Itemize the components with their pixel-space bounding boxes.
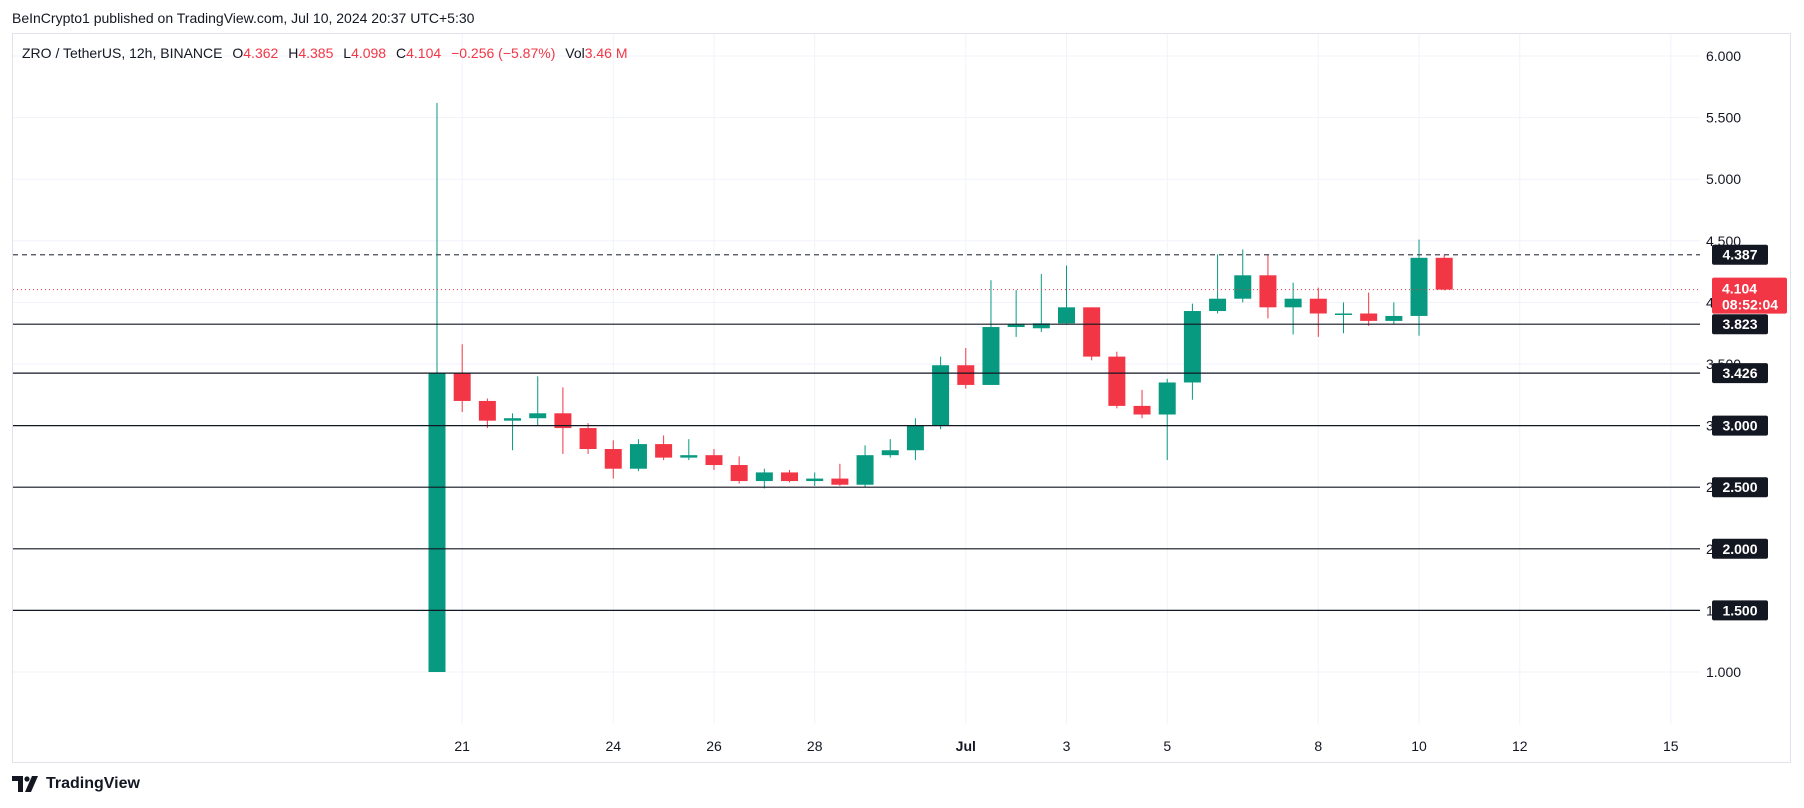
candle-body[interactable]	[1058, 307, 1075, 324]
candle-body[interactable]	[831, 478, 849, 485]
y-tick-label: 5.500	[1706, 110, 1741, 126]
candle-body[interactable]	[504, 418, 522, 421]
current-price-value: 4.104	[1722, 281, 1757, 297]
x-tick-label: 15	[1663, 738, 1679, 754]
ohlc-legend: ZRO / TetherUS, 12h, BINANCE O4.362 H4.3…	[22, 45, 628, 61]
x-tick-label: Jul	[956, 738, 976, 754]
bar-countdown: 08:52:04	[1722, 297, 1778, 313]
legend-symbol[interactable]: ZRO / TetherUS, 12h, BINANCE	[22, 45, 223, 61]
candle-body[interactable]	[453, 372, 471, 401]
candle-body[interactable]	[1334, 313, 1352, 315]
candle-body[interactable]	[730, 465, 748, 482]
x-tick-label: 21	[454, 738, 470, 754]
candle-body[interactable]	[629, 444, 647, 469]
candle-body[interactable]	[982, 327, 1000, 385]
candle-body[interactable]	[957, 365, 975, 385]
y-tick-label: 1.000	[1706, 664, 1741, 680]
candle-body[interactable]	[1032, 323, 1050, 329]
candle-body[interactable]	[579, 428, 597, 450]
y-tick-label: 5.000	[1706, 171, 1741, 187]
candle-body[interactable]	[705, 455, 723, 466]
candle-body[interactable]	[1108, 356, 1126, 406]
legend-low-label: L	[343, 45, 352, 61]
x-tick-label: 28	[807, 738, 823, 754]
legend-open-value: 4.362	[243, 45, 279, 61]
candle-body[interactable]	[680, 455, 698, 458]
candle-body[interactable]	[604, 449, 622, 469]
candle-body[interactable]	[1259, 275, 1277, 308]
candle-body[interactable]	[529, 413, 547, 419]
publisher-header: BeInCrypto1 published on TradingView.com…	[12, 10, 475, 26]
candle-body[interactable]	[554, 413, 572, 429]
candle-body[interactable]	[1158, 382, 1176, 415]
candle-body[interactable]	[1007, 324, 1025, 328]
candle-body[interactable]	[1309, 298, 1327, 314]
candle-body[interactable]	[806, 478, 824, 482]
level-price-pill	[1712, 363, 1768, 384]
candle-body[interactable]	[781, 472, 799, 482]
resistance-price-label: 4.387	[1722, 247, 1757, 263]
level-price-label: 3.426	[1722, 365, 1757, 381]
x-tick-label: 8	[1314, 738, 1322, 754]
x-tick-label: 12	[1512, 738, 1528, 754]
level-price-pill	[1712, 538, 1768, 559]
candle-body[interactable]	[478, 400, 496, 421]
resistance-price-pill	[1712, 244, 1768, 265]
level-price-pill	[1712, 415, 1768, 436]
legend-volume-value: 3.46 M	[584, 45, 628, 61]
candle-body[interactable]	[906, 425, 924, 451]
y-tick-label: 6.000	[1706, 48, 1741, 64]
candle-body[interactable]	[932, 365, 950, 426]
level-price-pill	[1712, 477, 1768, 498]
legend-low-value: 4.098	[351, 45, 387, 61]
level-price-label: 2.000	[1722, 541, 1757, 557]
candle-body[interactable]	[881, 450, 899, 456]
x-tick-label: 5	[1163, 738, 1171, 754]
candle-body[interactable]	[1083, 307, 1101, 357]
level-price-label: 3.823	[1722, 316, 1757, 332]
candle-body[interactable]	[1284, 298, 1302, 308]
candle-body[interactable]	[1183, 311, 1201, 383]
legend-high-value: 4.385	[298, 45, 334, 61]
legend-close-value: 4.104	[406, 45, 442, 61]
candle-body[interactable]	[1234, 275, 1252, 299]
x-tick-label: 3	[1063, 738, 1071, 754]
tradingview-brand-name: TradingView	[46, 775, 140, 792]
candle-body[interactable]	[1435, 257, 1453, 290]
legend-change-value: −0.256 (−5.87%)	[451, 45, 556, 61]
level-price-pill	[1712, 600, 1768, 621]
candle-body[interactable]	[1133, 405, 1151, 415]
x-tick-label: 24	[605, 738, 621, 754]
level-price-label: 3.000	[1722, 418, 1757, 434]
legend-high-label: H	[288, 45, 299, 61]
candle-body[interactable]	[655, 444, 673, 458]
legend-close-label: C	[396, 45, 407, 61]
legend-open-label: O	[232, 45, 244, 61]
level-price-pill	[1712, 314, 1768, 335]
x-tick-label: 10	[1411, 738, 1427, 754]
current-price-badge	[1712, 277, 1787, 314]
level-price-label: 1.500	[1722, 602, 1757, 618]
x-tick-label: 26	[706, 738, 722, 754]
level-price-label: 2.500	[1722, 479, 1757, 495]
candle-body[interactable]	[1360, 313, 1378, 321]
candle-body[interactable]	[1410, 257, 1428, 316]
tradingview-brand[interactable]: TradingView	[12, 775, 140, 793]
candle-body[interactable]	[428, 372, 446, 672]
candle-body[interactable]	[755, 472, 773, 482]
candle-body[interactable]	[1385, 315, 1403, 321]
chart-frame	[12, 33, 1791, 763]
tradingview-logo-icon	[12, 776, 38, 792]
candle-body[interactable]	[856, 455, 874, 485]
candle-body[interactable]	[1209, 298, 1227, 312]
legend-volume-label: Vol	[565, 45, 585, 61]
